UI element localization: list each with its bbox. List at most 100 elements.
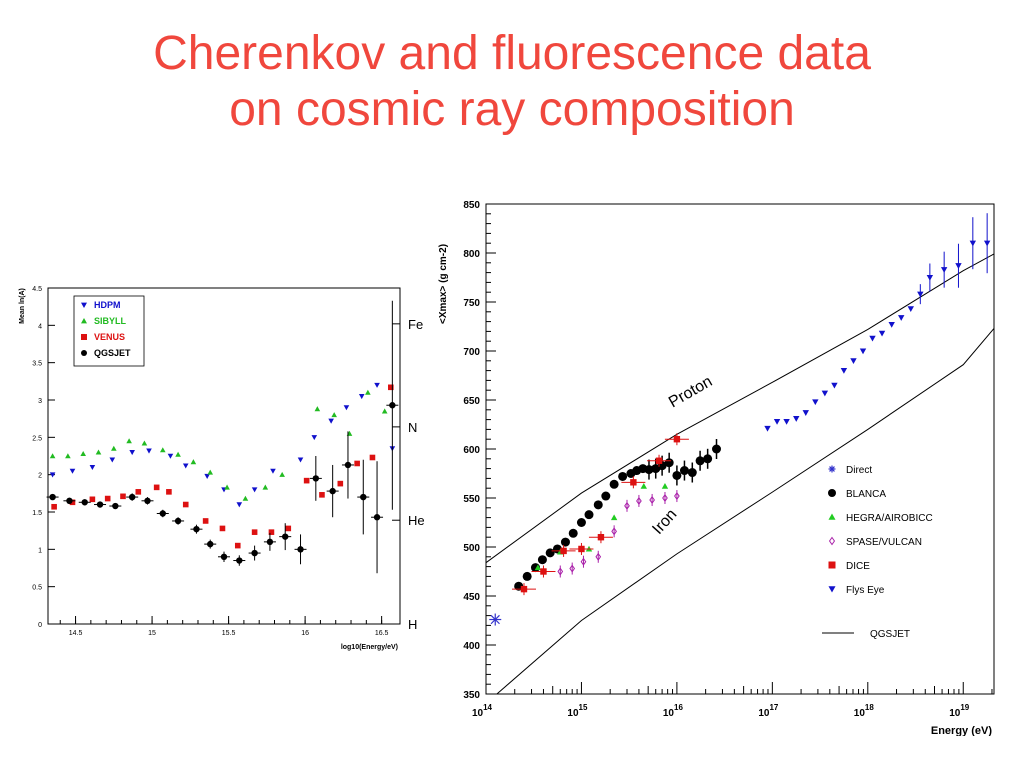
- data-point: [360, 493, 367, 501]
- data-point: [234, 542, 241, 549]
- legend-label-sibyll: SIBYLL: [94, 316, 127, 326]
- y-axis-label: <Xmax> (g cm-2): [438, 244, 449, 324]
- chart-xmax-svg: 350 400 450 500 550 600 650 700 750 800 850 1014 101…: [438, 200, 995, 737]
- chart-mean-ln-a-svg: 0 0.5 1 1.5 2 2.5 3 3.5 4 4.5 14.5 15 15.5 16 16.5 Fe N H…: [19, 286, 425, 651]
- x-tick-label: 1014: [472, 703, 493, 719]
- data-point: [167, 453, 174, 459]
- series-spase-vulcan: [557, 490, 680, 578]
- y-tick-label: 700: [463, 347, 480, 358]
- data-point: [159, 510, 166, 517]
- data-point: [636, 496, 642, 506]
- data-point: [266, 538, 274, 546]
- data-point: [812, 399, 819, 406]
- data-point: [182, 463, 189, 469]
- y-tick-label: 4: [38, 323, 42, 330]
- data-point: [262, 484, 269, 490]
- data-point: [329, 487, 336, 495]
- data-point-stroke: [490, 614, 500, 625]
- legend-label: DICE: [846, 561, 870, 572]
- proton-annotation: Proton: [666, 373, 715, 411]
- y-axis-label: Mean ln(A): [19, 288, 26, 324]
- data-point: [595, 552, 602, 561]
- data-point: [207, 540, 214, 548]
- legend-label-qgsjet: QGSJET: [94, 348, 131, 358]
- data-point: [303, 477, 310, 484]
- data-point: [955, 263, 962, 269]
- data-point: [135, 489, 142, 495]
- data-point: [251, 529, 258, 535]
- data-point: [983, 240, 991, 247]
- y-tick-label: 600: [463, 445, 480, 456]
- legend-label: QGSJET: [870, 629, 910, 640]
- legend-label: Direct: [846, 465, 872, 476]
- data-point: [601, 491, 611, 501]
- slide-title-line-2: on cosmic ray composition: [229, 83, 795, 136]
- data-point: [630, 479, 637, 486]
- data-point: [802, 410, 809, 416]
- legend-label: Flys Eye: [846, 585, 885, 596]
- data-point: [374, 382, 380, 388]
- legend-marker: [828, 586, 836, 593]
- data-point: [174, 517, 182, 525]
- series-sibyll: [49, 389, 388, 501]
- data-point: [584, 510, 594, 520]
- right-axis-label-h: H: [408, 617, 417, 632]
- data-point: [80, 450, 86, 456]
- data-point: [764, 425, 771, 432]
- data-point: [569, 564, 576, 573]
- data-point: [537, 555, 547, 565]
- data-point: [821, 390, 829, 397]
- right-axis-label-he: He: [408, 513, 425, 528]
- data-point: [687, 468, 697, 478]
- data-point: [193, 525, 200, 533]
- data-point: [190, 459, 197, 465]
- plot-frame: [47, 287, 401, 625]
- data-point: [65, 453, 71, 459]
- x-tick-label: 1019: [949, 703, 970, 719]
- legend-marker: [828, 513, 836, 520]
- data-point: [141, 440, 148, 446]
- y-tick-label: 1.5: [32, 510, 42, 517]
- data-point: [618, 471, 628, 481]
- data-point: [66, 497, 73, 504]
- data-point: [557, 567, 564, 576]
- series-qgsjet: [46, 300, 399, 574]
- data-point: [850, 358, 857, 364]
- series-venus: [51, 384, 394, 549]
- data-point: [917, 291, 924, 298]
- data-point: [236, 557, 243, 564]
- x-tick-label: 15: [148, 630, 156, 637]
- data-point: [712, 444, 722, 454]
- data-point: [49, 472, 56, 478]
- data-point: [644, 465, 654, 475]
- chart-xmax: 350 400 450 500 550 600 650 700 750 800 850 1014 101…: [426, 188, 1024, 737]
- data-point: [679, 466, 689, 476]
- data-point: [489, 613, 502, 626]
- data-point: [358, 394, 365, 400]
- data-point: [783, 419, 790, 425]
- data-point: [369, 454, 376, 461]
- data-point: [279, 471, 285, 477]
- data-point: [297, 457, 304, 463]
- data-point: [219, 525, 226, 532]
- data-point: [328, 418, 334, 424]
- data-point: [224, 484, 230, 490]
- data-point: [940, 267, 948, 273]
- x-tick-label: 16.5: [375, 630, 389, 637]
- data-point: [540, 568, 547, 575]
- x-axis-label: log10(Energy/eV): [341, 644, 398, 651]
- data-point: [268, 529, 275, 535]
- legend-marker: [81, 302, 87, 308]
- data-point: [89, 464, 96, 470]
- x-tick-label: 1015: [567, 703, 588, 719]
- data-point: [593, 500, 603, 510]
- data-point: [655, 457, 663, 464]
- data-point: [649, 495, 655, 505]
- plot-frame: [485, 203, 995, 695]
- series-hdpm: [49, 382, 396, 508]
- series-flys-eye: [764, 213, 991, 432]
- data-point: [831, 382, 838, 389]
- data-point: [128, 493, 136, 501]
- data-point: [314, 406, 321, 412]
- data-point: [576, 518, 586, 527]
